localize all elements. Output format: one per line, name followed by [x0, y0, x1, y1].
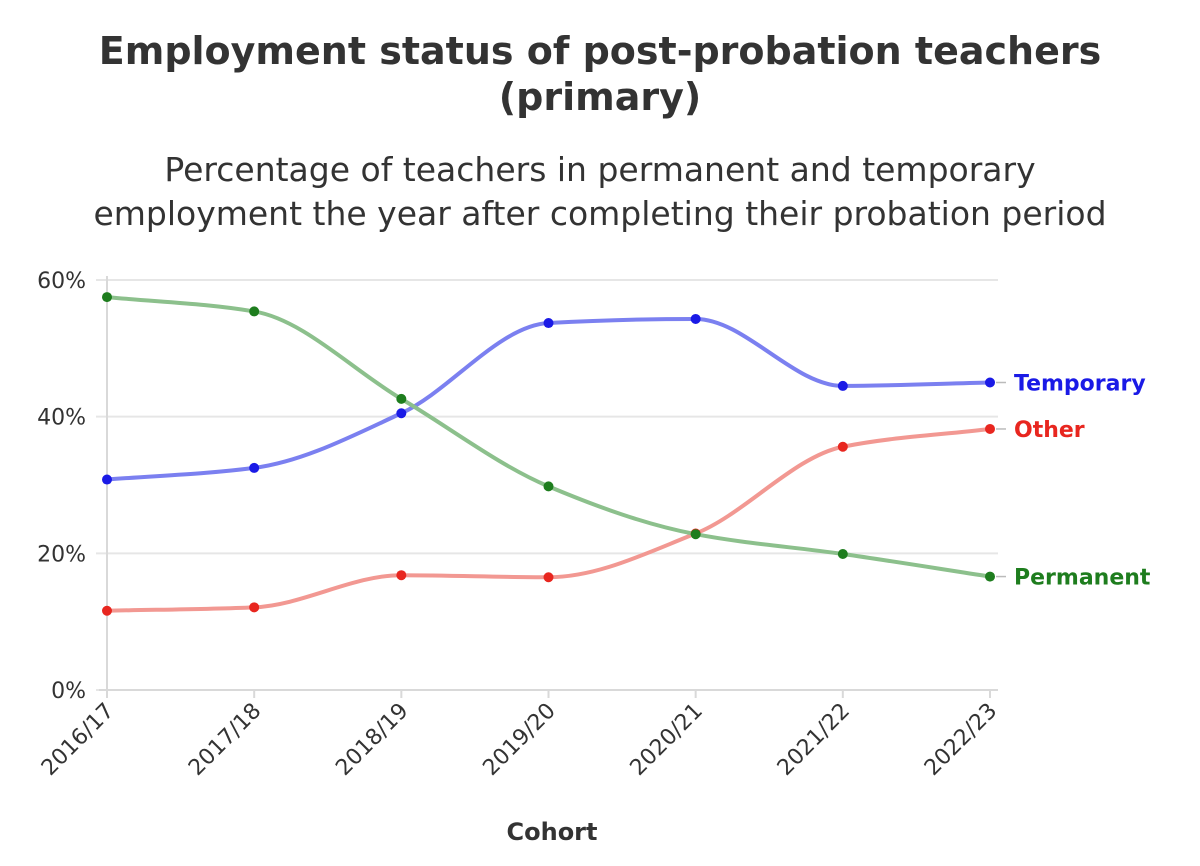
point-permanent-2022-23	[985, 571, 995, 582]
chart-subtitle-line-2: employment the year after completing the…	[93, 194, 1107, 233]
chart-subtitle: Percentage of teachers in permanent and …	[0, 148, 1200, 236]
point-temporary-2021-22	[837, 380, 848, 391]
point-permanent-2018-19	[396, 393, 407, 404]
point-other-2018-19	[396, 570, 407, 581]
series-line-other	[105, 426, 992, 613]
series-lines	[105, 295, 992, 613]
series-points	[102, 292, 995, 616]
point-other-2017-18	[249, 602, 260, 613]
point-permanent-2017-18	[249, 306, 260, 317]
point-other-2022-23	[985, 423, 995, 434]
x-tick-label-2017-18: 2017/18	[184, 699, 266, 781]
point-permanent-2016-17	[102, 292, 112, 303]
point-permanent-2019-20	[543, 481, 554, 492]
y-tick-label-60: 60%	[37, 269, 86, 294]
point-temporary-2017-18	[249, 462, 260, 473]
series-label-temporary: Temporary	[1014, 372, 1146, 397]
point-other-2016-17	[102, 605, 112, 616]
point-temporary-2016-17	[102, 474, 112, 485]
series-label-permanent: Permanent	[1014, 566, 1151, 591]
x-tick-label-2016-17: 2016/17	[37, 699, 119, 781]
point-permanent-2021-22	[837, 549, 848, 560]
point-temporary-2020-21	[690, 313, 701, 324]
y-axis-ticks: 0% 20% 40% 60%	[37, 269, 86, 704]
series-line-temporary	[105, 316, 992, 482]
series-labels: Temporary Other Permanent	[996, 372, 1151, 591]
y-tick-label-20: 20%	[37, 542, 86, 567]
x-axis: 2016/17 2017/18 2018/19 2019/20 2020/21 2021/…	[37, 276, 1002, 781]
x-tick-label-2018-19: 2018/19	[331, 699, 413, 781]
series-line-permanent	[105, 295, 992, 579]
point-other-2019-20	[543, 572, 554, 583]
chart-title-line-2: (primary)	[498, 75, 702, 119]
y-tick-label-40: 40%	[37, 406, 86, 431]
x-tick-label-2020-21: 2020/21	[626, 699, 708, 781]
chart-title: Employment status of post-probation teac…	[0, 28, 1200, 120]
point-permanent-2020-21	[690, 529, 701, 540]
chart-subtitle-line-1: Percentage of teachers in permanent and …	[164, 150, 1036, 189]
x-axis-label: Cohort	[507, 818, 598, 846]
x-tick-label-2022-23: 2022/23	[920, 699, 1002, 781]
point-temporary-2022-23	[985, 377, 995, 388]
chart-title-line-1: Employment status of post-probation teac…	[98, 29, 1102, 73]
y-tick-label-0: 0%	[51, 679, 86, 704]
point-temporary-2019-20	[543, 318, 554, 329]
point-other-2021-22	[837, 441, 848, 452]
point-temporary-2018-19	[396, 408, 407, 419]
x-tick-label-2019-20: 2019/20	[478, 699, 560, 781]
x-tick-label-2021-22: 2021/22	[773, 699, 855, 781]
series-label-other: Other	[1014, 418, 1085, 443]
